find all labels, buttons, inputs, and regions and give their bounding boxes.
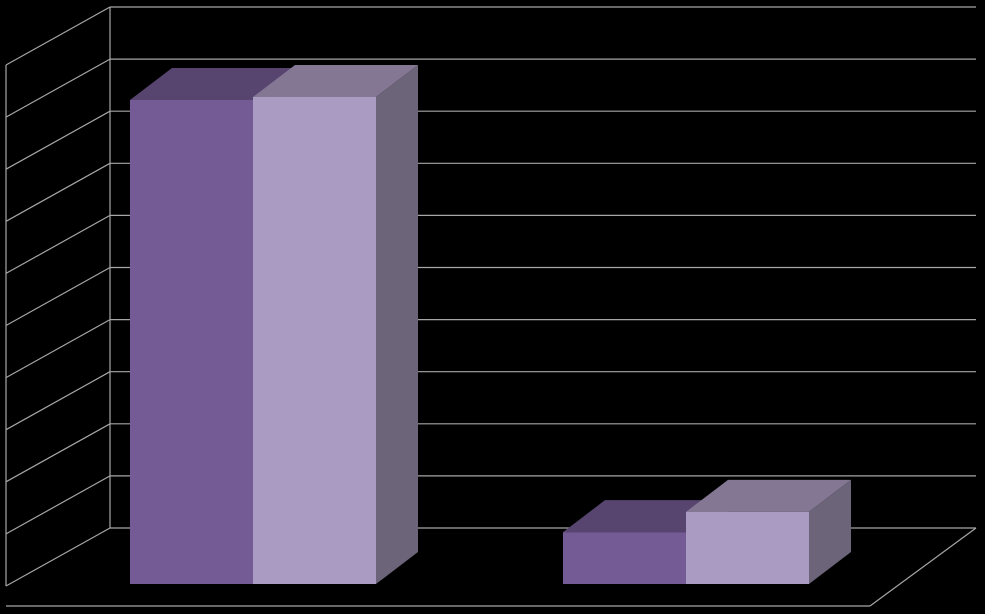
gridline-left-wall [5,266,111,327]
gridline-left-wall [5,110,111,170]
bar-top-c1-s2 [253,65,418,97]
bar-top-c1-s1 [130,68,295,100]
bar-c1-s1 [130,100,253,584]
bar-top-c2-s2 [686,479,851,512]
gridline-left-wall [5,214,111,274]
gridline-left-wall [5,423,111,483]
bar-c1-s2 [253,97,376,584]
bar-side-c2-s2 [809,479,851,584]
gridline-left-wall [5,371,111,431]
gridline-left-wall [5,162,111,222]
gridline-left-wall [5,6,111,66]
floor-right-edge [869,527,977,607]
gridline-left-wall [5,319,111,379]
gridline-left-wall [5,527,111,587]
bar-side-c1-s2 [376,65,418,584]
bar-c2-s1 [563,532,686,584]
bar-c2-s2 [686,511,809,584]
gridline-left-wall [5,58,111,118]
bar-layer [130,65,851,584]
gridline-left-wall [5,475,111,535]
